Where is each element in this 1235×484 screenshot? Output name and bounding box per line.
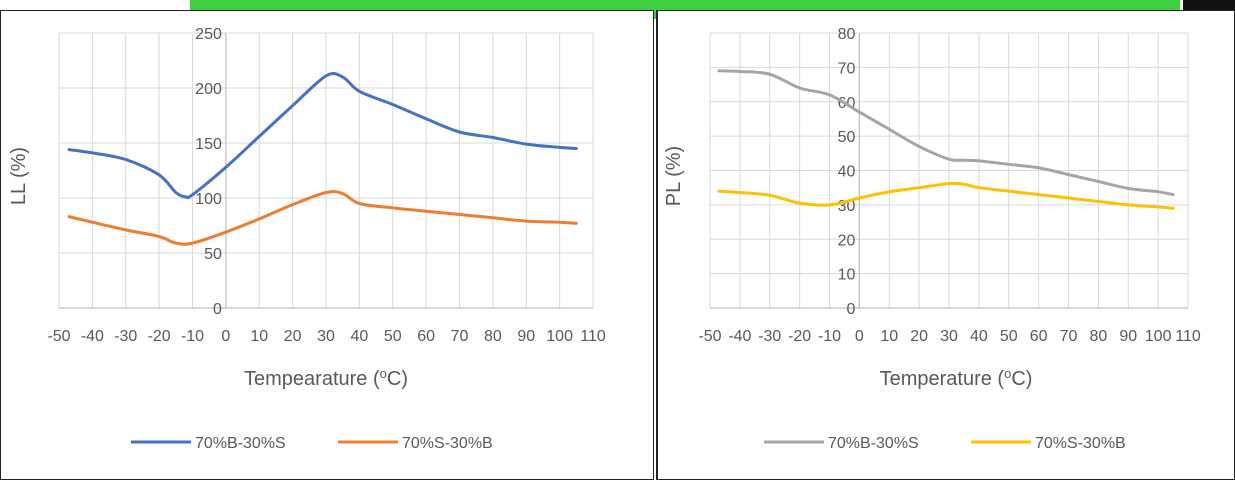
ll-x-tick-label: -50: [47, 328, 70, 345]
ll-series-line-1: [67, 71, 578, 200]
ll-x-tick-label: -20: [148, 328, 171, 345]
pl-y-tick-label: 70: [838, 60, 856, 77]
ll-chart-panel: 0 50 100 150 200 250 -50 -40 -30 -20 -10 0 10 20 30 40 5…: [0, 10, 654, 480]
ll-series-line-2: [67, 190, 578, 246]
ll-x-tick-label: 100: [546, 328, 573, 345]
pl-legend-label-1: 70%B-30%S: [828, 435, 919, 452]
pl-x-tick-label: 10: [880, 328, 898, 345]
pl-x-tick-label: 40: [970, 328, 988, 345]
pl-x-tick-label: -50: [698, 328, 721, 345]
pl-x-tick-label: 90: [1119, 328, 1137, 345]
pl-x-tick-label: -40: [728, 328, 751, 345]
ll-x-tick-label: 40: [350, 328, 368, 345]
pl-x-tick-label: 30: [940, 328, 958, 345]
ll-chart: 0 50 100 150 200 250 -50 -40 -30 -20 -10 0 10 20 30 40 5…: [8, 26, 606, 452]
ll-x-tick-label: 20: [284, 328, 302, 345]
pl-y-tick-label: 0: [846, 301, 855, 318]
pl-x-tick-label: 70: [1060, 328, 1078, 345]
ll-y-tick-label: 100: [195, 191, 222, 208]
pl-x-tick-label: 0: [855, 328, 864, 345]
ll-x-tick-label: 10: [250, 328, 268, 345]
pl-y-tick-label: 10: [838, 267, 856, 284]
pl-y-tick-label: 20: [838, 232, 856, 249]
ll-x-tick-label: 60: [417, 328, 435, 345]
pl-x-axis-label: Temperature (oC): [880, 366, 1033, 390]
ll-y-axis-label: LL (%): [8, 147, 30, 205]
pl-x-tick-label: 60: [1030, 328, 1048, 345]
ll-x-tick-label: 30: [317, 328, 335, 345]
pl-x-tick-label: 100: [1145, 328, 1172, 345]
ll-x-tick-label: 110: [580, 328, 606, 345]
pl-y-tick-label: 80: [838, 26, 856, 43]
ll-x-tick-label: 80: [484, 328, 502, 345]
ll-x-tick-label: 0: [221, 328, 230, 345]
ll-y-tick-label: 150: [195, 136, 222, 153]
ll-x-tick-label: -10: [181, 328, 204, 345]
ll-y-tick-label: 50: [204, 246, 222, 263]
pl-series-line-2: [717, 181, 1175, 210]
pl-x-tick-label: 80: [1089, 328, 1107, 345]
pl-legend-label-2: 70%S-30%B: [1035, 435, 1126, 452]
pl-y-tick-label: 50: [838, 129, 856, 146]
pl-x-tick-label: 110: [1175, 328, 1201, 345]
ll-x-axis-label: Tempearature (oC): [244, 366, 408, 390]
ll-x-tick-label: 50: [384, 328, 402, 345]
ll-legend-label-1: 70%B-30%S: [195, 435, 286, 452]
pl-y-tick-label: 40: [838, 164, 856, 181]
pl-x-tick-label: 20: [910, 328, 928, 345]
pl-x-tick-label: -10: [818, 328, 841, 345]
ll-x-tick-label: -30: [114, 328, 137, 345]
ll-y-tick-label: 0: [213, 301, 222, 318]
pl-x-tick-label: -20: [788, 328, 811, 345]
pl-y-axis-label: PL (%): [663, 146, 685, 206]
ll-x-tick-label: 70: [451, 328, 469, 345]
pl-chart-panel: 0 10 20 30 40 50 60 70 80 -50 -40 -30 -20 -10 0 10 20 30 4…: [656, 10, 1235, 480]
ll-y-tick-label: 250: [195, 26, 222, 43]
ll-x-tick-label: 90: [517, 328, 535, 345]
pl-x-tick-label: -30: [758, 328, 781, 345]
pl-x-tick-label: 50: [1000, 328, 1018, 345]
ll-y-tick-label: 200: [195, 81, 222, 98]
ll-x-tick-label: -40: [81, 328, 104, 345]
pl-series-line-1: [717, 69, 1175, 197]
ll-legend-label-2: 70%S-30%B: [402, 435, 493, 452]
